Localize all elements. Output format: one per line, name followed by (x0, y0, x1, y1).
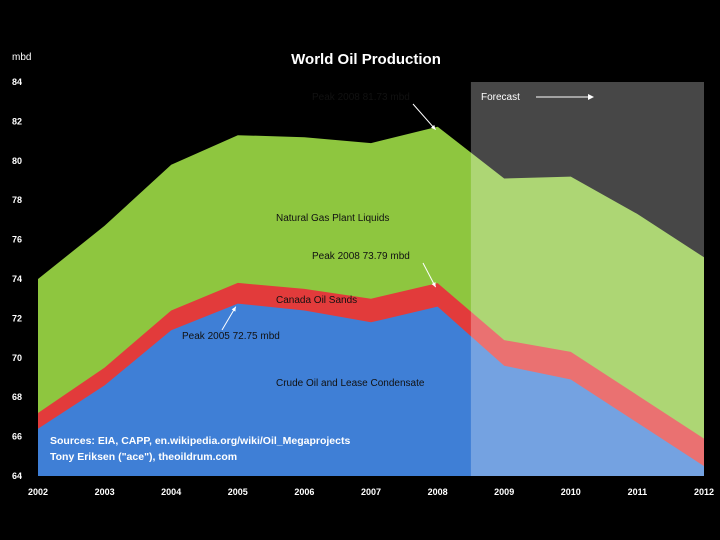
forecast-region (470, 82, 704, 476)
forecast-label: Forecast (481, 92, 520, 103)
arrow-peak-crude-sands-head (431, 282, 436, 288)
y-tick-label: 76 (12, 235, 22, 245)
x-axis-ticks: 2002 2003 2004 2005 2006 2007 2008 2009 2010 2011… (28, 487, 714, 497)
y-tick-label: 80 (12, 156, 22, 166)
annotation-peak-crude-sands: Peak 2008 73.79 mbd (312, 251, 410, 262)
x-tick-label: 2003 (95, 487, 115, 497)
y-tick-label: 66 (12, 432, 22, 442)
y-tick-label: 72 (12, 313, 22, 323)
series-label-crude: Crude Oil and Lease Condensate (276, 378, 425, 389)
arrow-peak-total (412, 103, 436, 131)
y-tick-label: 78 (12, 195, 22, 205)
sources-line-1: Sources: EIA, CAPP, en.wikipedia.org/wik… (50, 435, 350, 447)
stacked-areas (38, 126, 704, 476)
annotation-peak-crude: Peak 2005 72.75 mbd (182, 331, 280, 342)
arrow-peak-total-head (430, 124, 436, 130)
x-tick-label: 2004 (161, 487, 181, 497)
sources-line-2: Tony Eriksen ("ace"), theoildrum.com (50, 451, 237, 463)
x-tick-label: 2009 (494, 487, 514, 497)
x-tick-label: 2008 (428, 487, 448, 497)
y-tick-label: 64 (12, 471, 22, 481)
series-label-oil-sands: Canada Oil Sands (276, 295, 357, 306)
x-tick-label: 2005 (228, 487, 248, 497)
y-tick-label: 84 (12, 77, 22, 87)
series-label-ngpl: Natural Gas Plant Liquids (276, 213, 389, 224)
forecast-shade (470, 82, 704, 476)
y-tick-label: 74 (12, 274, 22, 284)
forecast-arrow-head (588, 94, 594, 100)
y-tick-label: 68 (12, 392, 22, 402)
y-tick-label: 70 (12, 353, 22, 363)
chart-title: World Oil Production (291, 51, 441, 68)
arrow-peak-crude-sands (422, 262, 437, 288)
x-tick-label: 2002 (28, 487, 48, 497)
annotation-arrows (221, 103, 437, 331)
area-crude-oil (38, 303, 704, 476)
arrow-peak-crude-head (231, 306, 236, 312)
y-axis-ticks: 64 66 68 70 72 74 76 78 80 82 84 (12, 77, 22, 481)
x-tick-label: 2012 (694, 487, 714, 497)
x-tick-label: 2011 (628, 487, 648, 497)
x-tick-label: 2006 (294, 487, 314, 497)
x-tick-label: 2010 (561, 487, 581, 497)
x-tick-label: 2007 (361, 487, 381, 497)
y-axis-unit: mbd (12, 52, 31, 63)
y-tick-label: 82 (12, 116, 22, 126)
annotation-peak-total: Peak 2008 81.73 mbd (312, 92, 410, 103)
arrow-peak-crude (221, 306, 237, 331)
